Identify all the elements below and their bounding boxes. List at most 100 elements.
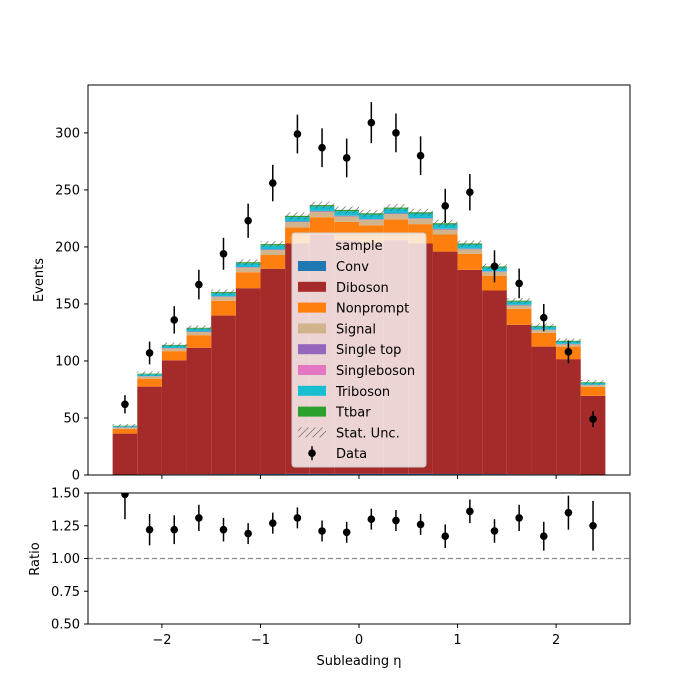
stat-unc-band: [580, 380, 606, 385]
bar-segment-conv: [359, 473, 384, 475]
bar-segment-diboson: [556, 359, 581, 475]
ratio-point: [589, 521, 597, 530]
bar-segment-conv: [260, 473, 286, 475]
legend-swatch-diboson: [298, 281, 326, 292]
data-point: [515, 279, 523, 288]
legend-label-conv: Conv: [336, 260, 369, 275]
bar-segment-diboson: [482, 290, 507, 475]
ratio-point: [219, 525, 228, 534]
data-point: [490, 262, 499, 271]
bar-segment-nonprompt: [580, 386, 606, 396]
legend-label-data: Data: [336, 447, 367, 462]
legend-swatch-ttbar: [298, 406, 326, 417]
bar-segment-signal: [408, 218, 433, 225]
stat-unc-band: [359, 209, 384, 217]
data-point: [392, 129, 400, 137]
bar-segment-diboson: [112, 433, 138, 475]
ratio-point: [367, 515, 376, 523]
bar-segment-triboson: [408, 213, 433, 219]
bar-segment-conv: [408, 473, 433, 475]
data-point: [466, 188, 474, 196]
bar-segment-single-top: [260, 249, 286, 251]
x-tick-label: −2: [152, 633, 171, 648]
stat-unc-band: [235, 259, 261, 266]
bar-segment-nonprompt: [531, 332, 557, 347]
bar-segment-triboson: [309, 206, 335, 211]
ratio-y-tick-label: 1.00: [51, 552, 80, 567]
bar-segment-triboson: [260, 245, 286, 250]
stat-unc-band: [161, 342, 187, 348]
bar-segment-signal: [112, 427, 138, 430]
bar-segment-triboson: [383, 208, 409, 214]
ratio-points: [121, 493, 597, 551]
main-y-ticks: 0 50 100 150 200 250 300: [55, 126, 88, 484]
bar-segment-triboson: [359, 214, 384, 220]
bar-segment-signal: [186, 332, 212, 336]
bar-segment-diboson: [432, 251, 458, 474]
bar-segment-signal: [260, 250, 286, 256]
ratio-y-tick-label: 0.75: [51, 585, 80, 600]
legend: sample Conv Diboson Nonprompt Signal Single …: [291, 232, 427, 468]
data-point: [318, 143, 326, 152]
main-x-ticks: [161, 475, 557, 479]
data-point: [244, 216, 252, 225]
bar-segment-signal: [137, 376, 162, 379]
ratio-point: [318, 527, 326, 535]
bar-segment-triboson: [506, 301, 532, 305]
main-y-tick-label: 200: [55, 240, 80, 255]
bar-segment-nonprompt: [235, 272, 261, 289]
bar-segment-single-top: [285, 221, 310, 223]
bar-segment-signal: [383, 214, 409, 220]
bar-segment-nonprompt: [112, 429, 138, 434]
bar-segment-signal: [285, 222, 310, 228]
ratio-point: [441, 532, 450, 541]
stat-unc-band: [506, 298, 532, 304]
ratio-y-ticks: 0.50 0.75 1.00 1.25 1.50: [51, 487, 88, 633]
data-point: [170, 316, 179, 324]
legend-swatch-conv: [298, 261, 326, 271]
ratio-y-tick-label: 1.50: [51, 487, 80, 502]
ratio-point: [121, 493, 129, 499]
bar-segment-signal: [531, 329, 557, 333]
bar-segment-single-top: [235, 267, 261, 268]
bar-segment-single-top: [408, 218, 433, 219]
bar-segment-signal: [457, 249, 483, 254]
stat-unc-band: [432, 219, 458, 227]
main-y-axis-label: Events: [32, 258, 47, 302]
stat-unc-band: [112, 424, 138, 428]
ratio-point: [293, 514, 302, 522]
bar-segment-diboson: [580, 395, 606, 475]
bar-segment-signal: [211, 296, 236, 301]
legend-label-singleboson: Singleboson: [336, 364, 415, 379]
ratio-x-ticks: −2 −1 0 1 2: [152, 624, 560, 648]
data-point: [342, 154, 351, 162]
stat-unc-band: [383, 204, 409, 212]
stat-unc-band: [260, 241, 286, 247]
bar-segment-single-top: [432, 228, 458, 230]
ratio-y-tick-label: 0.50: [51, 618, 80, 633]
bar-segment-diboson: [260, 268, 286, 474]
data-point: [589, 415, 597, 423]
ratio-point: [466, 507, 474, 516]
data-point: [441, 202, 450, 210]
legend-swatch-stat-unc: [298, 427, 326, 438]
main-y-tick-label: 150: [55, 297, 80, 312]
legend-swatch-signal: [298, 323, 326, 334]
bar-segment-nonprompt: [432, 234, 458, 252]
bar-segment-conv: [334, 473, 359, 475]
x-tick-label: 0: [355, 633, 363, 648]
ratio-y-tick-label: 1.25: [51, 519, 80, 534]
bar-segment-conv: [309, 473, 335, 475]
bar-segment-triboson: [211, 293, 236, 297]
bar-segment-nonprompt: [186, 335, 212, 348]
bar-segment-single-top: [334, 215, 359, 217]
stat-unc-band: [211, 289, 236, 295]
ratio-point: [268, 519, 277, 527]
data-point: [293, 130, 302, 138]
stat-unc-band: [137, 371, 162, 376]
data-point: [416, 151, 425, 160]
bar-segment-triboson: [334, 211, 359, 216]
bar-segment-diboson: [457, 269, 483, 474]
bar-segment-diboson: [161, 360, 187, 475]
bar-segment-signal: [334, 216, 359, 222]
